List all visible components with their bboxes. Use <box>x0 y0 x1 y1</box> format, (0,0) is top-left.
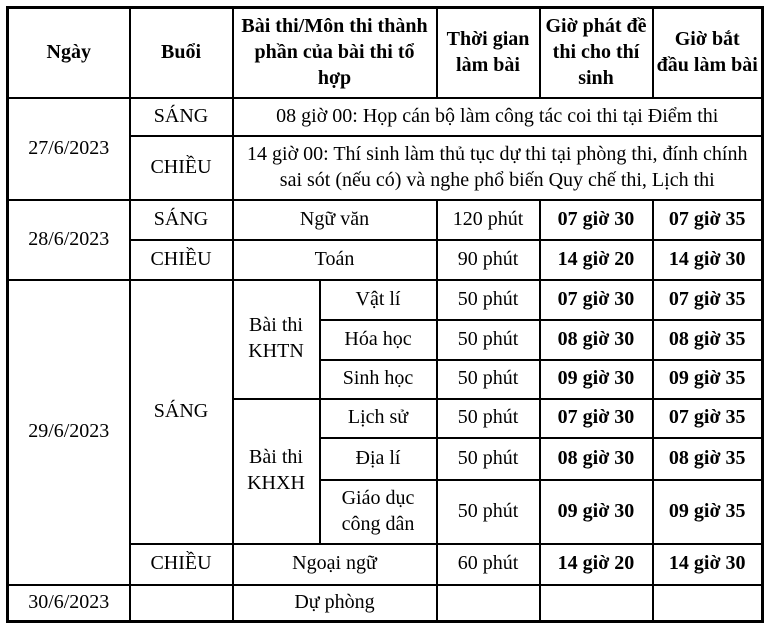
start-time-cell: 07 giờ 35 <box>651 198 764 241</box>
row-29-khxh-geography: Địa lí 50 phút 08 giờ 30 08 giờ 35 <box>8 436 764 481</box>
row-30-reserve: 30/6/2023 Dự phòng <box>6 583 764 623</box>
start-time-cell-empty <box>651 583 764 623</box>
duration-cell: 50 phút <box>435 358 541 400</box>
subject-cell: Hóa học <box>318 318 438 361</box>
date-cell-29: 29/6/2023 <box>6 278 131 586</box>
header-subject: Bài thi/Môn thi thành phần của bài thi t… <box>231 6 438 99</box>
start-time-cell: 08 giờ 35 <box>651 436 764 481</box>
row-29-afternoon: CHIỀU Ngoại ngữ 60 phút 14 giờ 20 14 giờ… <box>8 542 764 586</box>
handout-time-cell: 09 giờ 30 <box>538 358 654 400</box>
start-time-cell: 09 giờ 35 <box>651 358 764 400</box>
subject-cell: Giáo dục công dân <box>318 478 438 545</box>
group-cell-khtn: Bài thi KHTN <box>231 278 321 400</box>
reserve-day-cell: Dự phòng <box>231 583 438 623</box>
exam-schedule-table: Ngày Buổi Bài thi/Môn thi thành phần của… <box>6 6 764 623</box>
note-cell-exam-procedures: 14 giờ 00: Thí sinh làm thủ tục dự thi t… <box>231 134 764 201</box>
subject-cell: Ngoại ngữ <box>231 542 438 586</box>
session-cell: SÁNG <box>128 198 234 241</box>
session-cell: CHIỀU <box>128 542 234 586</box>
handout-time-cell: 07 giờ 30 <box>538 397 654 439</box>
subject-cell: Địa lí <box>318 436 438 481</box>
row-29-khtn-chemistry: Hóa học 50 phút 08 giờ 30 08 giờ 35 <box>8 318 764 361</box>
row-27-morning: 27/6/2023 SÁNG 08 giờ 00: Họp cán bộ làm… <box>6 96 764 201</box>
duration-cell: 50 phút <box>435 397 541 439</box>
row-29-khxh-civic-education: Giáo dục công dân 50 phút 09 giờ 30 09 g… <box>8 478 764 545</box>
handout-time-cell: 07 giờ 30 <box>538 198 654 241</box>
duration-cell: 50 phút <box>435 478 541 545</box>
note-cell-proctor-meeting: 08 giờ 00: Họp cán bộ làm công tác coi t… <box>231 96 764 137</box>
duration-cell: 90 phút <box>435 238 541 281</box>
session-cell: CHIỀU <box>128 238 234 281</box>
subject-cell: Vật lí <box>318 278 438 321</box>
start-time-cell: 08 giờ 35 <box>651 318 764 361</box>
handout-time-cell-empty <box>538 583 654 623</box>
header-handout-time: Giờ phát đề thi cho thí sinh <box>538 6 654 99</box>
subject-cell: Sinh học <box>318 358 438 400</box>
start-time-cell: 07 giờ 35 <box>651 278 764 321</box>
duration-cell: 120 phút <box>435 198 541 241</box>
row-29-khtn-biology: Sinh học 50 phút 09 giờ 30 09 giờ 35 <box>8 358 764 400</box>
subject-cell: Ngữ văn <box>231 198 438 241</box>
duration-cell: 60 phút <box>435 542 541 586</box>
start-time-cell: 14 giờ 30 <box>651 542 764 586</box>
start-time-cell: 09 giờ 35 <box>651 478 764 545</box>
start-time-cell: 07 giờ 35 <box>651 397 764 439</box>
session-cell: SÁNG <box>128 96 234 137</box>
row-29-khxh-history: Bài thi KHXH Lịch sử 50 phút 07 giờ 30 0… <box>8 397 764 545</box>
row-27-afternoon: CHIỀU 14 giờ 00: Thí sinh làm thủ tục dự… <box>8 134 764 201</box>
table-header-row: Ngày Buổi Bài thi/Môn thi thành phần của… <box>6 6 764 99</box>
duration-cell-empty <box>435 583 541 623</box>
start-time-cell: 14 giờ 30 <box>651 238 764 281</box>
handout-time-cell: 08 giờ 30 <box>538 436 654 481</box>
duration-cell: 50 phút <box>435 278 541 321</box>
subject-cell: Toán <box>231 238 438 281</box>
date-cell-27: 27/6/2023 <box>6 96 131 201</box>
handout-time-cell: 09 giờ 30 <box>538 478 654 545</box>
duration-cell: 50 phút <box>435 318 541 361</box>
session-cell: CHIỀU <box>128 134 234 201</box>
handout-time-cell: 07 giờ 30 <box>538 278 654 321</box>
header-duration: Thời gian làm bài <box>435 6 541 99</box>
handout-time-cell: 14 giờ 20 <box>538 542 654 586</box>
handout-time-cell: 08 giờ 30 <box>538 318 654 361</box>
row-28-afternoon: CHIỀU Toán 90 phút 14 giờ 20 14 giờ 30 <box>8 238 764 281</box>
duration-cell: 50 phút <box>435 436 541 481</box>
date-cell-30: 30/6/2023 <box>6 583 131 623</box>
header-session: Buổi <box>128 6 234 99</box>
session-cell: SÁNG <box>128 278 234 545</box>
date-cell-28: 28/6/2023 <box>6 198 131 281</box>
session-cell-empty <box>128 583 234 623</box>
row-29-khtn-physics: 29/6/2023 SÁNG Bài thi KHTN Vật lí 50 ph… <box>6 278 764 586</box>
handout-time-cell: 14 giờ 20 <box>538 238 654 281</box>
header-start-time: Giờ bắt đầu làm bài <box>651 6 764 99</box>
row-28-morning: 28/6/2023 SÁNG Ngữ văn 120 phút 07 giờ 3… <box>6 198 764 281</box>
header-date: Ngày <box>6 6 131 99</box>
group-cell-khxh: Bài thi KHXH <box>231 397 321 545</box>
subject-cell: Lịch sử <box>318 397 438 439</box>
